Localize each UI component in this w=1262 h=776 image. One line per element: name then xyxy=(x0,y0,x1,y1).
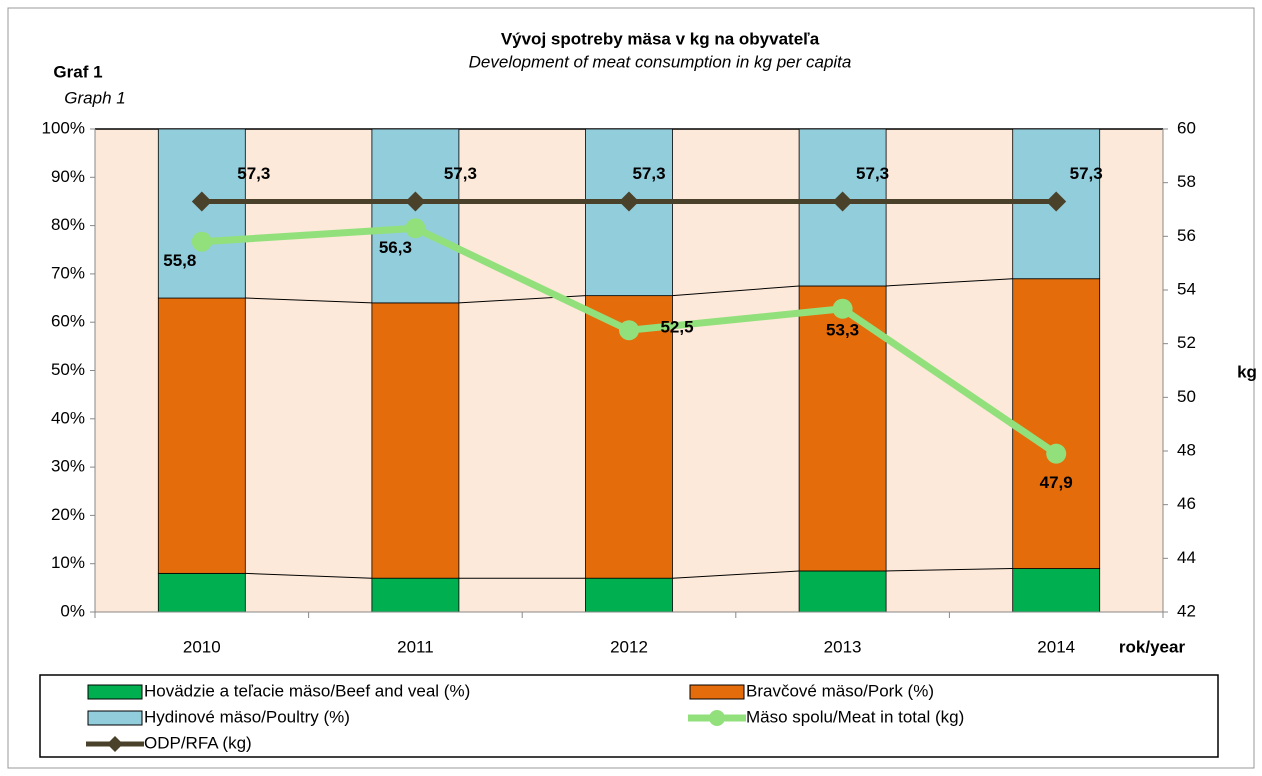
point-marker xyxy=(832,191,853,212)
y-tick-label: 70% xyxy=(51,263,85,282)
bar-segment xyxy=(157,297,246,574)
point-marker xyxy=(619,320,639,341)
y2-tick-label: 54 xyxy=(1177,279,1196,298)
chart-title: Vývoj spotreby mäsa v kg na obyvateľa xyxy=(501,29,820,48)
y2-tick-label: 48 xyxy=(1177,440,1196,459)
y-tick-label: 40% xyxy=(51,408,85,427)
y2-tick-label: 44 xyxy=(1177,548,1196,567)
point-marker xyxy=(832,298,853,319)
data-label: 57,3 xyxy=(632,164,665,183)
data-label: 53,3 xyxy=(826,320,859,339)
data-label: 55,8 xyxy=(163,251,196,270)
legend-swatch xyxy=(689,684,745,700)
point-marker xyxy=(1046,191,1067,212)
x-tick-label: 2014 xyxy=(1037,637,1075,656)
graph-label: Graf 1 xyxy=(53,62,102,81)
bar-segment xyxy=(585,577,673,613)
legend-label: Mäso spolu/Meat in total (kg) xyxy=(746,707,964,726)
y-tick-label: 20% xyxy=(51,505,85,524)
data-label: 56,3 xyxy=(379,238,412,257)
legend-marker xyxy=(709,710,725,726)
y-tick-label: 80% xyxy=(51,215,85,234)
series-line xyxy=(245,572,372,579)
legend-swatch xyxy=(87,684,143,700)
data-label: 57,3 xyxy=(444,164,477,183)
graph-label-en: Graph 1 xyxy=(64,88,125,107)
point-marker xyxy=(191,191,212,212)
y2-tick-label: 56 xyxy=(1177,226,1196,245)
y-tick-label: 10% xyxy=(51,553,85,572)
point-marker xyxy=(405,191,426,212)
y2-tick-label: 42 xyxy=(1177,601,1196,620)
y-tick-label: 0% xyxy=(60,601,85,620)
x-tick-label: 2013 xyxy=(824,637,862,656)
x-tick-label: 2012 xyxy=(610,637,648,656)
data-label: 57,3 xyxy=(856,164,889,183)
y-tick-label: 30% xyxy=(51,457,85,476)
bar-segment xyxy=(585,295,673,579)
data-label: 52,5 xyxy=(660,318,693,337)
legend-label: Hydinové mäso/Poultry (%) xyxy=(144,707,350,726)
bar-segment xyxy=(371,128,460,304)
series-line xyxy=(672,570,800,579)
bar-segment xyxy=(798,570,887,613)
bar-segment xyxy=(371,302,460,579)
bar-segment xyxy=(798,285,887,572)
y2-tick-label: 50 xyxy=(1177,387,1196,406)
x-tick-label: 2010 xyxy=(183,637,221,656)
series-line xyxy=(672,285,800,297)
series-line xyxy=(886,568,1013,572)
series-line xyxy=(245,297,372,304)
y2-tick-label: 52 xyxy=(1177,333,1196,352)
data-label: 47,9 xyxy=(1040,473,1073,492)
x-axis-label: rok/year xyxy=(1119,637,1186,656)
legend-swatch xyxy=(87,710,143,726)
y-tick-label: 60% xyxy=(51,312,85,331)
bar-segment xyxy=(371,577,460,613)
y2-tick-label: 46 xyxy=(1177,494,1196,513)
y2-tick-label: 58 xyxy=(1177,172,1196,191)
y-tick-label: 100% xyxy=(42,118,85,137)
point-marker xyxy=(619,191,639,212)
point-marker xyxy=(191,231,212,252)
legend-label: Bravčové mäso/Pork (%) xyxy=(746,681,934,700)
x-tick-label: 2011 xyxy=(397,637,434,656)
data-label: 57,3 xyxy=(237,164,270,183)
legend-marker xyxy=(107,736,123,752)
y2-tick-label: 60 xyxy=(1177,118,1196,137)
y-tick-label: 50% xyxy=(51,360,85,379)
bar-segment xyxy=(585,128,673,297)
legend-label: Hovädzie a teľacie mäso/Beef and veal (%… xyxy=(144,681,470,700)
bar-segment xyxy=(1012,278,1101,569)
data-label: 57,3 xyxy=(1070,164,1103,183)
y2-axis-label: kg xyxy=(1237,362,1257,381)
legend xyxy=(39,674,1219,758)
bar-segment xyxy=(157,572,246,613)
chart-subtitle: Development of meat consumption in kg pe… xyxy=(469,52,852,71)
point-marker xyxy=(1046,443,1067,464)
bar-segment xyxy=(1012,568,1101,613)
y-tick-label: 90% xyxy=(51,167,85,186)
series-line xyxy=(886,278,1013,287)
legend-label: ODP/RFA (kg) xyxy=(144,733,252,752)
bar-segment xyxy=(157,128,246,299)
point-marker xyxy=(405,218,426,239)
